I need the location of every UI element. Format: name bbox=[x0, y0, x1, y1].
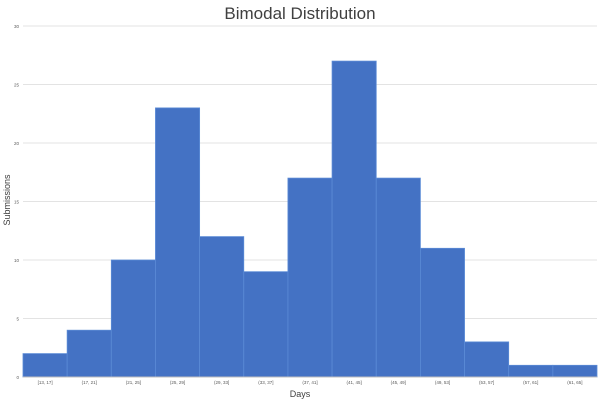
x-tick-label: (41, 45] bbox=[347, 380, 362, 385]
y-tick-label: 30 bbox=[14, 24, 20, 29]
bar bbox=[464, 341, 510, 378]
x-tick-label: (25, 29] bbox=[170, 380, 185, 385]
y-tick-label: 10 bbox=[14, 258, 20, 263]
x-tick-label: (45, 49] bbox=[391, 380, 406, 385]
bar bbox=[199, 236, 245, 378]
bar bbox=[155, 107, 201, 378]
x-tick-label: [13, 17] bbox=[38, 380, 53, 385]
x-tick-label: (53, 57] bbox=[479, 380, 494, 385]
y-tick-label: 25 bbox=[14, 83, 20, 88]
bar bbox=[375, 177, 421, 378]
bar bbox=[552, 364, 598, 378]
bar bbox=[331, 60, 377, 378]
y-tick-label: 15 bbox=[14, 200, 20, 205]
y-tick-label: 20 bbox=[14, 141, 20, 146]
y-tick-label: 5 bbox=[16, 317, 19, 322]
y-tick-label: 0 bbox=[16, 375, 19, 380]
chart-title: Bimodal Distribution bbox=[224, 4, 376, 23]
bar bbox=[287, 177, 333, 378]
bar bbox=[508, 364, 554, 378]
bar bbox=[243, 271, 289, 378]
x-tick-label: (61, 65] bbox=[567, 380, 582, 385]
x-tick-label: (57, 61] bbox=[523, 380, 538, 385]
x-tick-label: (17, 21] bbox=[82, 380, 97, 385]
x-tick-label: (33, 37] bbox=[258, 380, 273, 385]
x-tick-label: (29, 33] bbox=[214, 380, 229, 385]
bar bbox=[419, 247, 465, 378]
x-tick-label: (37, 41] bbox=[302, 380, 317, 385]
bar bbox=[22, 353, 68, 378]
x-axis-label: Days bbox=[289, 389, 311, 399]
x-tick-label: (49, 53] bbox=[435, 380, 450, 385]
x-tick-label: (21, 25] bbox=[126, 380, 141, 385]
bar bbox=[66, 329, 112, 378]
bar bbox=[110, 259, 156, 378]
